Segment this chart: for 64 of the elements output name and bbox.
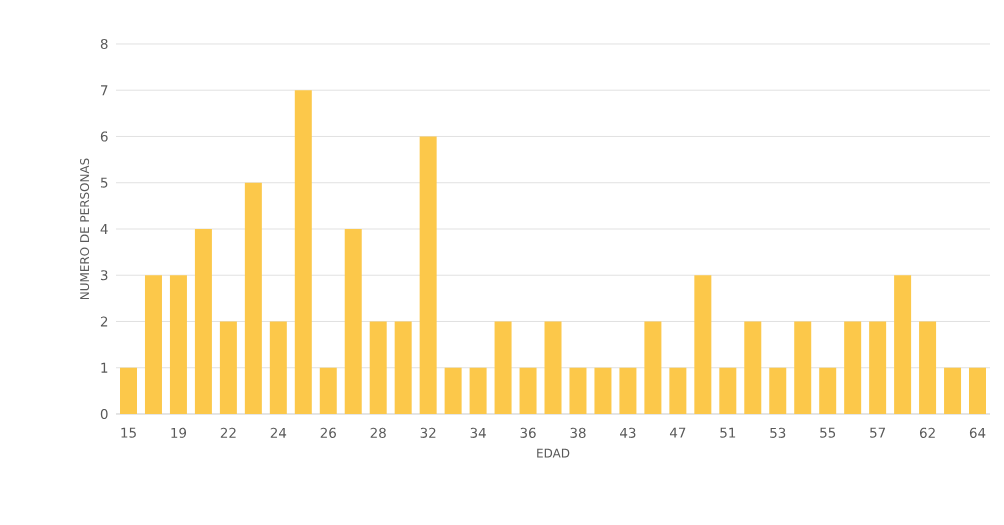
- bar: [819, 367, 837, 414]
- bar: [269, 321, 287, 414]
- y-tick-label: 3: [100, 270, 108, 281]
- bar: [594, 367, 612, 414]
- bar: [769, 367, 787, 414]
- bar: [944, 367, 962, 414]
- bar: [169, 275, 187, 414]
- bar: [519, 367, 537, 414]
- bar: [219, 321, 237, 414]
- y-tick-label: 6: [100, 131, 108, 142]
- bar: [494, 321, 512, 414]
- x-tick-label: 47: [669, 427, 686, 438]
- bar: [569, 367, 587, 414]
- x-tick-label: 43: [620, 427, 636, 438]
- x-tick-label: 57: [870, 427, 886, 438]
- x-tick-label: 15: [121, 427, 136, 438]
- bar: [444, 367, 462, 414]
- bar: [794, 321, 812, 414]
- bar: [669, 367, 687, 414]
- bar: [744, 321, 762, 414]
- y-tick-label: 2: [100, 316, 108, 327]
- bar: [369, 321, 387, 414]
- x-tick-label: 19: [171, 427, 187, 438]
- x-tick-label: 53: [770, 427, 786, 438]
- x-axis-title: EDAD: [537, 448, 570, 458]
- x-tick-label: 36: [520, 427, 536, 438]
- x-tick-label: 32: [420, 427, 436, 438]
- bar: [919, 321, 937, 414]
- x-tick-label: 38: [570, 427, 586, 438]
- x-tick-label: 55: [820, 427, 836, 438]
- bar: [969, 367, 987, 414]
- x-tick-label: 22: [220, 427, 236, 438]
- bar: [394, 321, 412, 414]
- bar: [344, 228, 362, 414]
- bar: [869, 321, 887, 414]
- x-tick-label: 28: [370, 427, 386, 438]
- y-axis-title: NUMERO DE PERSONAS: [80, 158, 90, 300]
- bar: [244, 182, 262, 414]
- bar: [319, 367, 337, 414]
- bar: [719, 367, 737, 414]
- bar: [294, 90, 312, 414]
- y-tick-label: 0: [100, 408, 108, 420]
- x-tick-label: 62: [919, 427, 935, 438]
- bar: [144, 275, 162, 414]
- x-tick-label: 26: [320, 427, 336, 438]
- x-tick-label: 64: [969, 427, 986, 438]
- bar: [469, 367, 487, 414]
- x-tick-label: 24: [270, 427, 287, 438]
- bar: [544, 321, 562, 414]
- bar: [694, 275, 712, 414]
- bar: [844, 321, 862, 414]
- bar: [194, 228, 212, 414]
- bar: [619, 367, 637, 414]
- bar: [894, 275, 912, 414]
- bar: [419, 136, 437, 414]
- x-tick-label: 34: [470, 427, 486, 438]
- x-tick-label: 51: [720, 427, 736, 438]
- y-tick-label: 1: [101, 362, 108, 373]
- y-tick-label: 7: [101, 85, 108, 96]
- bar: [120, 367, 137, 414]
- y-tick-label: 4: [100, 224, 108, 234]
- bar: [644, 321, 662, 414]
- y-tick-label: 8: [100, 38, 108, 50]
- y-tick-label: 5: [100, 177, 108, 188]
